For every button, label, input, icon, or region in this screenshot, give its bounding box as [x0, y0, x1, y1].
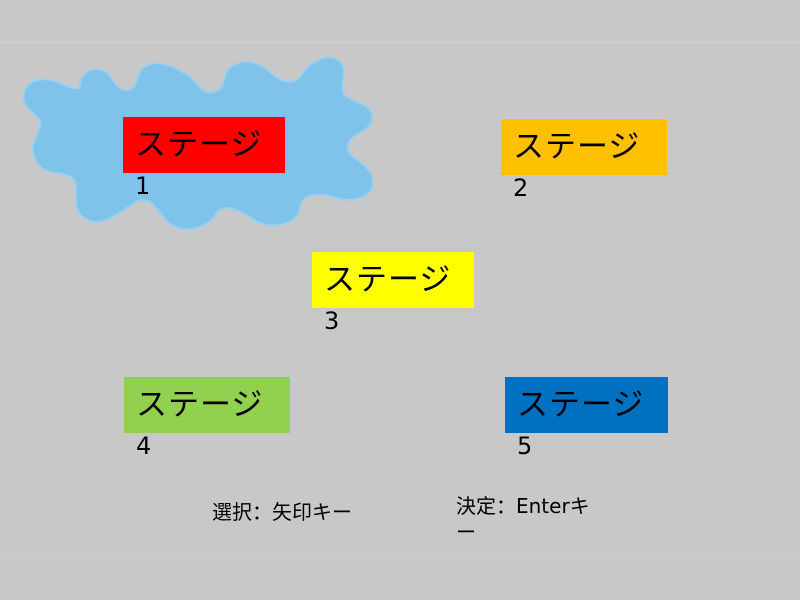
- stage-2-number: 2: [513, 174, 529, 202]
- stage-4-number: 4: [136, 432, 152, 460]
- stage-3-label: ステージ: [324, 262, 452, 298]
- stage-1-button[interactable]: ステージ 1: [123, 117, 285, 200]
- stage-2-button[interactable]: ステージ 2: [501, 119, 667, 202]
- stage-5-color-block: [505, 377, 668, 433]
- stage-3-button[interactable]: ステージ 3: [312, 252, 474, 335]
- select-instruction: 選択：矢印キー: [212, 500, 352, 524]
- stage-5-button[interactable]: ステージ 5: [505, 377, 668, 460]
- stage-2-label: ステージ: [513, 129, 641, 165]
- stage-2-color-block: [501, 119, 667, 175]
- stage-1-label: ステージ: [135, 127, 263, 163]
- stage-4-color-block: [124, 377, 290, 433]
- stage-1-number: 1: [135, 172, 151, 200]
- stage-3-number: 3: [324, 307, 340, 335]
- stage-4-label: ステージ: [136, 387, 264, 423]
- stage-1-color-block: [123, 117, 285, 173]
- stage-4-button[interactable]: ステージ 4: [124, 377, 290, 460]
- stage-3-color-block: [312, 252, 474, 308]
- stage-5-label: ステージ: [517, 387, 645, 423]
- confirm-instruction: 決定：Enterキー: [456, 494, 590, 544]
- stage-5-number: 5: [517, 432, 533, 460]
